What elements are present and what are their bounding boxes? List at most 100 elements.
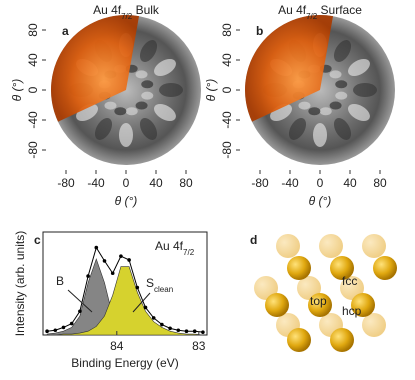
- data-point: [201, 330, 205, 334]
- map-feature: [353, 83, 377, 97]
- atom-model: [254, 234, 397, 352]
- data-point: [192, 329, 197, 334]
- panel-label: a: [62, 24, 69, 38]
- pointer: [132, 292, 151, 313]
- data-point: [110, 271, 115, 276]
- y-axis-title: Intensity (arb. units): [13, 231, 27, 336]
- map-feature: [348, 58, 370, 77]
- data-point: [168, 326, 172, 331]
- data-point: [119, 254, 123, 258]
- map-feature: [333, 40, 352, 62]
- x-axis-title: θ (°): [309, 194, 332, 208]
- data-point: [151, 316, 156, 320]
- site-label: fcc: [342, 274, 357, 288]
- data-point: [160, 322, 164, 327]
- y-tick-label: -40: [220, 111, 234, 129]
- subscript: 7/2: [306, 12, 318, 21]
- x-tick-label: -40: [87, 176, 105, 190]
- x-tick-label: -40: [281, 176, 299, 190]
- map-feature: [313, 123, 327, 147]
- y-tick-label: -80: [220, 141, 234, 159]
- label: Au 4f7/2 Bulk: [93, 3, 160, 21]
- data-point: [102, 259, 107, 263]
- x-axis-title: θ (°): [115, 194, 138, 208]
- label: Au 4f7/2 Surface: [278, 3, 362, 21]
- map-feature: [348, 103, 370, 122]
- series-label: B: [56, 274, 64, 288]
- x-tick-label: 84: [110, 339, 124, 353]
- highlight-sector: [50, 14, 140, 122]
- data-point: [61, 325, 66, 330]
- text-part: S: [146, 276, 154, 290]
- map-feature: [154, 58, 176, 77]
- y-tick-label: -80: [26, 141, 40, 159]
- site-label: hcp: [342, 304, 362, 318]
- map-feature: [94, 118, 113, 140]
- data-point: [127, 258, 131, 262]
- map-feature: [329, 101, 342, 110]
- data-point: [86, 274, 90, 278]
- map-feature: [308, 107, 321, 116]
- pointer: [67, 289, 93, 313]
- x-tick-label: -80: [57, 176, 75, 190]
- map-feature: [333, 118, 352, 140]
- map-feature: [139, 40, 158, 62]
- subscript: clean: [154, 285, 173, 294]
- map-feature: [319, 107, 332, 116]
- map-feature: [104, 101, 117, 110]
- y-tick-label: -40: [26, 111, 40, 129]
- map-feature: [298, 101, 311, 110]
- x-tick-label: 0: [123, 176, 130, 190]
- y-tick-label: 40: [26, 53, 40, 67]
- x-tick-label: 83: [192, 339, 206, 353]
- y-tick-label: 80: [220, 23, 234, 37]
- map-feature: [135, 101, 148, 110]
- component-area: [47, 266, 203, 336]
- map-feature: [114, 107, 127, 116]
- x-tick-label: -80: [251, 176, 269, 190]
- map-feature: [288, 118, 307, 140]
- highlight-sector: [245, 14, 334, 122]
- data-point: [53, 328, 58, 333]
- x-axis-title: Binding Energy (eV): [71, 356, 178, 370]
- x-tick-label: 80: [179, 176, 193, 190]
- data-point: [45, 329, 49, 334]
- map-feature: [159, 83, 183, 97]
- label: Au 4f7/2: [155, 239, 195, 257]
- data-point: [176, 328, 181, 333]
- map-feature: [141, 91, 154, 100]
- map-feature: [125, 107, 138, 116]
- text-part: Bulk: [132, 3, 160, 17]
- data-point: [184, 329, 189, 334]
- panel-label: c: [34, 233, 41, 247]
- map-feature: [139, 118, 158, 140]
- text-part: Au 4f: [278, 3, 307, 17]
- data-point: [94, 245, 99, 250]
- map-feature: [135, 70, 148, 79]
- subscript: 7/2: [121, 12, 133, 21]
- y-tick-label: 0: [220, 86, 234, 93]
- map-feature: [329, 70, 342, 79]
- panel-label: b: [256, 24, 263, 38]
- map-feature: [335, 91, 348, 100]
- y-tick-label: 0: [26, 86, 40, 93]
- data-point: [143, 305, 148, 310]
- data-point: [78, 309, 82, 314]
- map-feature: [141, 80, 154, 89]
- map-feature: [335, 80, 348, 89]
- series-label: Sclean: [146, 276, 173, 294]
- y-axis-title: θ (°): [10, 79, 24, 102]
- y-tick-label: 80: [26, 23, 40, 37]
- data-point: [135, 285, 140, 290]
- x-tick-label: 40: [149, 176, 163, 190]
- x-tick-label: 0: [317, 176, 324, 190]
- y-axis-title: θ (°): [204, 79, 218, 102]
- x-tick-label: 80: [373, 176, 387, 190]
- x-tick-label: 40: [343, 176, 357, 190]
- subscript: 7/2: [183, 248, 195, 257]
- map-feature: [154, 103, 176, 122]
- text-part: Au 4f: [155, 239, 184, 253]
- y-tick-label: 40: [220, 53, 234, 67]
- text-part: Au 4f: [93, 3, 122, 17]
